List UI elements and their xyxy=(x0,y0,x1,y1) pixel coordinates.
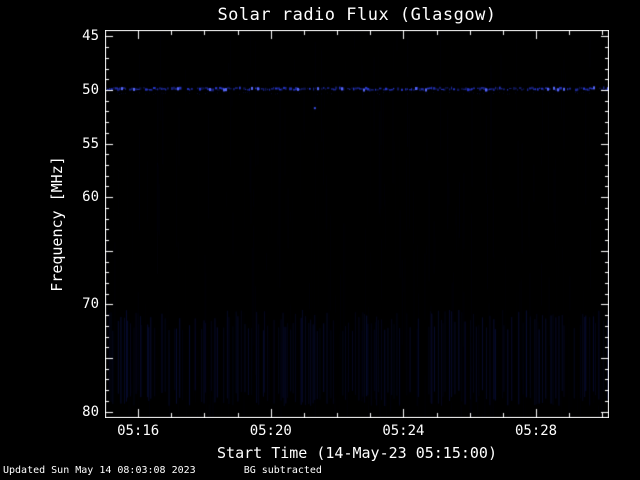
chart-title: Solar radio Flux (Glasgow) xyxy=(217,5,497,25)
x-tick-label: 05:20 xyxy=(249,423,292,439)
y-axis-label: Frequency [MHz] xyxy=(48,156,66,292)
x-tick-label: 05:16 xyxy=(117,423,160,439)
y-tick-label: 60 xyxy=(82,189,99,206)
y-tick-label: 55 xyxy=(82,135,99,152)
bg-subtracted-note: BG subtracted xyxy=(243,465,322,476)
plot-area xyxy=(105,30,609,418)
spectrogram-canvas xyxy=(105,30,609,418)
y-tick-label: 80 xyxy=(82,403,99,420)
x-tick-label: 05:24 xyxy=(382,423,425,439)
footer: Updated Sun May 14 08:03:08 2023 BG subt… xyxy=(3,465,322,476)
updated-timestamp: Updated Sun May 14 08:03:08 2023 xyxy=(3,465,196,476)
x-axis-label: Start Time (14-May-23 05:15:00) xyxy=(217,444,497,462)
x-tick-label: 05:28 xyxy=(514,423,558,439)
y-tick-label: 70 xyxy=(82,296,99,313)
y-tick-label: 45 xyxy=(82,28,99,45)
y-tick-label: 50 xyxy=(82,82,99,99)
